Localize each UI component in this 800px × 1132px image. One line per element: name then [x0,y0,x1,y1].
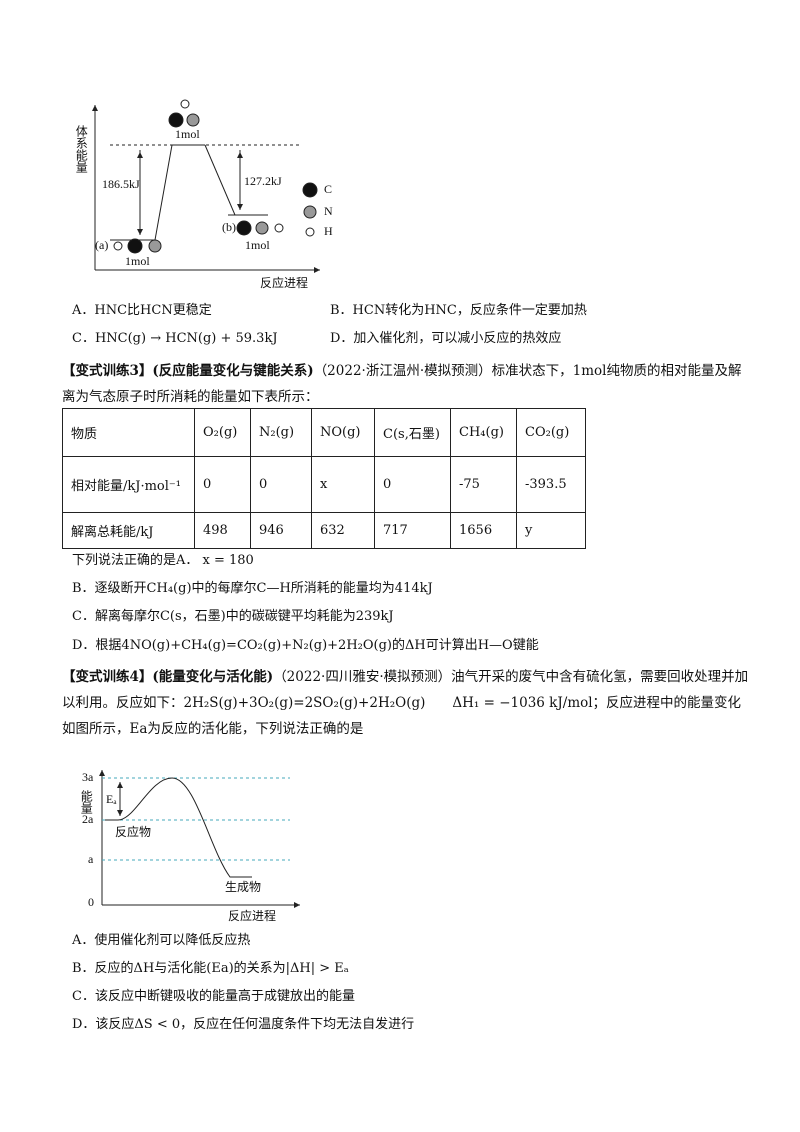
cell: 解离总耗能/kJ [62,512,195,549]
option: B．HCN转化为HNC，反应条件一定要加热 [330,303,587,318]
energy-label: 186.5kJ [102,177,140,191]
question: 【变式训练4】(能量变化与活化能)（2022·四川雅安·模拟预测）油气开采的废气… [62,664,752,742]
option: C．解离每摩尔C(s，石墨)中的碳碳键平均耗能为239kJ [72,609,394,624]
cell: 632 [311,512,375,549]
question-text: 标准状态下，1mol纯物质的相对能量及解离为气态原子时所消耗的能量如下表所示： [62,363,742,405]
tick-label: 2a [82,812,94,826]
amount: 1mol [175,127,200,141]
option: C．HNC(g) → HCN(g) + 59.3kJ [72,331,278,346]
cell: 946 [250,512,312,549]
cell: -393.5 [516,456,586,513]
x-label: 反应进程 [260,275,308,290]
cell: NO(g) [311,408,375,457]
cell: C(s,石墨) [374,408,451,457]
cell: CO₂(g) [516,408,586,457]
topic: (能量变化与活化能) [152,669,274,685]
cell: 717 [374,512,451,549]
tag: 【变式训练3】 [62,363,153,379]
cell: 498 [194,512,251,549]
cell: 0 [374,456,451,513]
tick-label: 0 [88,895,94,909]
amount: 1mol [245,238,270,252]
option: 下列说法正确的是A． x = 180 [72,553,254,568]
option: B．逐级断开CH₄(g)中的每摩尔C—H所消耗的能量均为414kJ [72,581,433,596]
y-label: 能量 [79,790,93,814]
option: B．反应的ΔH与活化能(Ea)的关系为|ΔH| > Eₐ [72,961,349,976]
ea-label: Eₐ [106,792,117,806]
cell: -75 [450,456,517,513]
option: D．根据4NO(g)+CH₄(g)=CO₂(g)+N₂(g)+2H₂O(g)的Δ… [72,638,539,653]
cell: y [516,512,586,549]
legend: N [324,204,333,218]
option: A．使用催化剂可以降低反应热 [72,933,251,948]
amount: 1mol [125,254,150,268]
table: 物质 O₂(g) N₂(g) NO(g) C(s,石墨) CH₄(g) CO₂(g) 相对能… [62,408,586,549]
figure1 [92,99,320,273]
reactant-label: 反应物 [115,824,151,839]
option: A．HNC比HCN更稳定 [72,303,212,318]
cell: 相对能量/kJ·mol⁻¹ [62,456,195,513]
state-label: (b) [222,220,236,234]
source: （2022·四川雅安·模拟预测） [273,669,452,685]
cell: 0 [194,456,251,513]
y-label: 体系能量 [74,125,88,173]
cell: O₂(g) [194,408,251,457]
product-label: 生成物 [225,880,261,894]
option: C．该反应中断键吸收的能量高于成键放出的能量 [72,989,355,1004]
question-text: 油气开采的废气中含有硫化氢，需要回收处理并加以利用。反应如下：2H₂S(g)+3… [62,669,749,737]
energy-label: 127.2kJ [244,174,282,188]
legend: H [324,224,333,238]
cell: 1656 [450,512,517,549]
cell: 0 [250,456,312,513]
tag: 【变式训练4】 [62,669,153,685]
question: 【变式训练3】(反应能量变化与键能关系)（2022·浙江温州·模拟预测）标准状态… [62,358,752,410]
legend: C [324,182,332,196]
state-label: (a) [95,238,108,252]
x-label: 反应进程 [228,908,276,923]
topic: (反应能量变化与键能关系) [152,363,314,379]
cell: CH₄(g) [450,408,517,457]
option: D．加入催化剂，可以减小反应的热效应 [330,331,562,346]
cell: 物质 [62,408,195,457]
tick-label: 3a [82,770,94,784]
cell: N₂(g) [250,408,312,457]
cell: x [311,456,375,513]
tick-label: a [88,852,94,866]
source: （2022·浙江温州·模拟预测） [313,363,492,379]
option: D．该反应ΔS < 0，反应在任何温度条件下均无法自发进行 [72,1017,415,1032]
figure2 [99,770,300,908]
